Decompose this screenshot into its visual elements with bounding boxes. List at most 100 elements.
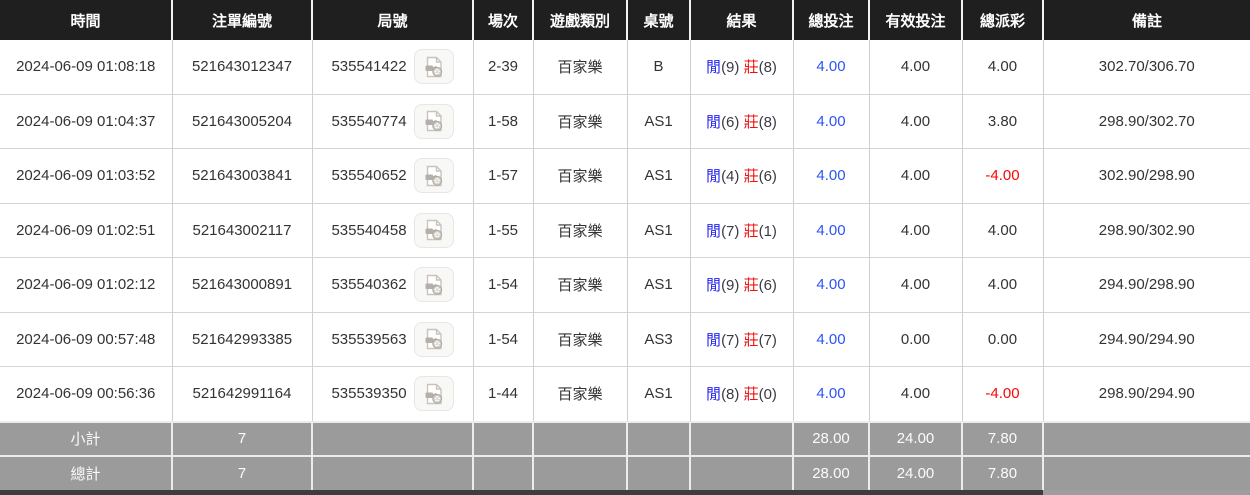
cell-game_type: 百家樂 (533, 94, 628, 149)
cell-game_type: 百家樂 (533, 257, 628, 313)
cell-game_type: 百家樂 (533, 148, 628, 204)
result-player-label: 閒 (706, 168, 722, 186)
result-player-label: 閒 (706, 222, 722, 240)
cell-total_bet: 4.00 (793, 257, 870, 313)
video-file-icon (425, 56, 442, 77)
cell-bet_id: 521643000891 (172, 257, 313, 313)
cell-time: 2024-06-09 01:04:37 (0, 94, 173, 149)
result-player-label: 閒 (706, 386, 722, 404)
round-id-value: 535540652 (331, 167, 407, 185)
table-row: 2024-06-09 01:02:12 521643000891 535540362… (0, 257, 1250, 313)
cell-round_id: 535540458 (312, 203, 474, 258)
result-banker-value: (6) (758, 168, 777, 186)
scrollbar-thumb[interactable] (0, 489, 1043, 495)
result-player-value: (8) (721, 386, 740, 404)
round-id-value: 535539350 (331, 385, 407, 403)
cell-total_payout: -4.00 (962, 366, 1044, 422)
round-video-button[interactable] (413, 49, 454, 85)
table-body: 2024-06-09 01:08:18 521643012347 535541422… (0, 40, 1250, 422)
cell-remark: 302.70/306.70 (1043, 40, 1250, 95)
cell-session: 1-44 (473, 366, 534, 422)
horizontal-scrollbar[interactable] (0, 489, 1250, 495)
round-video-button[interactable] (413, 158, 454, 194)
cell-total_payout: 3.80 (962, 94, 1044, 149)
round-video-button[interactable] (413, 103, 454, 139)
video-file-icon (425, 220, 442, 241)
cell-bet_id: 521642993385 (172, 312, 313, 367)
subtotal-row-empty-cell (1043, 420, 1250, 456)
column-header-remark: 備註 (1043, 0, 1250, 40)
table-row: 2024-06-09 01:04:37 521643005204 535540774… (0, 94, 1250, 149)
cell-total_bet: 4.00 (793, 203, 870, 258)
round-video-button[interactable] (413, 212, 454, 248)
cell-valid_bet: 4.00 (869, 366, 963, 422)
table-row: 2024-06-09 01:02:51 521643002117 535540458… (0, 203, 1250, 258)
result-banker-label: 莊 (743, 168, 759, 186)
total-row-empty-cell (312, 455, 474, 490)
video-file-icon (425, 329, 442, 350)
total-row-empty-cell (627, 455, 691, 490)
cell-remark: 298.90/294.90 (1043, 366, 1250, 422)
result-player-label: 閒 (706, 331, 722, 349)
column-header-total_payout: 總派彩 (962, 0, 1044, 40)
round-id-value: 535540774 (331, 112, 407, 130)
cell-session: 1-55 (473, 203, 534, 258)
round-video-button[interactable] (413, 267, 454, 303)
subtotal-row-total_bet: 28.00 (793, 420, 870, 456)
video-file-icon (425, 111, 442, 132)
subtotal-row-empty-cell (690, 420, 794, 456)
total-row-empty-cell (473, 455, 534, 490)
total-row-label: 總計 (0, 455, 173, 490)
result-player-value: (6) (721, 113, 740, 131)
cell-game_type: 百家樂 (533, 40, 628, 95)
cell-session: 1-58 (473, 94, 534, 149)
column-header-valid_bet: 有效投注 (869, 0, 963, 40)
table-header: 時間 注單編號 局號 場次 遊戲類別 桌號 結果 總投注 有效投注 總派彩 備註 (0, 0, 1250, 40)
video-file-icon (425, 165, 442, 186)
cell-total_bet: 4.00 (793, 40, 870, 95)
cell-session: 2-39 (473, 40, 534, 95)
subtotal-row-label: 小計 (0, 420, 173, 456)
cell-table_no: AS1 (627, 257, 691, 313)
result-banker-label: 莊 (743, 59, 759, 77)
cell-total_payout: 4.00 (962, 257, 1044, 313)
cell-bet_id: 521643003841 (172, 148, 313, 204)
result-player-value: (7) (721, 222, 740, 240)
column-header-table_no: 桌號 (627, 0, 691, 40)
subtotal-row-empty-cell (627, 420, 691, 456)
round-id-value: 535541422 (331, 58, 407, 76)
result-banker-label: 莊 (743, 331, 759, 349)
cell-game_type: 百家樂 (533, 312, 628, 367)
cell-remark: 298.90/302.90 (1043, 203, 1250, 258)
round-video-button[interactable] (413, 321, 454, 357)
video-file-icon (425, 383, 442, 404)
cell-round_id: 535540652 (312, 148, 474, 204)
result-banker-label: 莊 (743, 113, 759, 131)
cell-result: 閒(9) 莊(8) (690, 40, 794, 95)
cell-session: 1-57 (473, 148, 534, 204)
header-row: 時間 注單編號 局號 場次 遊戲類別 桌號 結果 總投注 有效投注 總派彩 備註 (0, 0, 1250, 40)
column-header-time: 時間 (0, 0, 173, 40)
result-banker-label: 莊 (743, 222, 759, 240)
total-row-valid_bet: 24.00 (869, 455, 963, 490)
column-header-round_id: 局號 (312, 0, 474, 40)
total-row: 總計 7 28.00 24.00 7.80 (0, 455, 1250, 490)
cell-table_no: AS1 (627, 94, 691, 149)
cell-remark: 294.90/298.90 (1043, 257, 1250, 313)
cell-table_no: AS3 (627, 312, 691, 367)
column-header-result: 結果 (690, 0, 794, 40)
result-player-value: (9) (721, 59, 740, 77)
subtotal-row-total_payout: 7.80 (962, 420, 1044, 456)
subtotal-row-empty-cell (533, 420, 628, 456)
result-banker-label: 莊 (743, 277, 759, 295)
table-row: 2024-06-09 01:08:18 521643012347 535541422… (0, 40, 1250, 95)
cell-time: 2024-06-09 01:03:52 (0, 148, 173, 204)
cell-valid_bet: 4.00 (869, 203, 963, 258)
column-header-session: 場次 (473, 0, 534, 40)
cell-bet_id: 521643005204 (172, 94, 313, 149)
cell-round_id: 535540774 (312, 94, 474, 149)
round-video-button[interactable] (413, 376, 454, 412)
cell-result: 閒(9) 莊(6) (690, 257, 794, 313)
result-banker-value: (1) (758, 222, 777, 240)
